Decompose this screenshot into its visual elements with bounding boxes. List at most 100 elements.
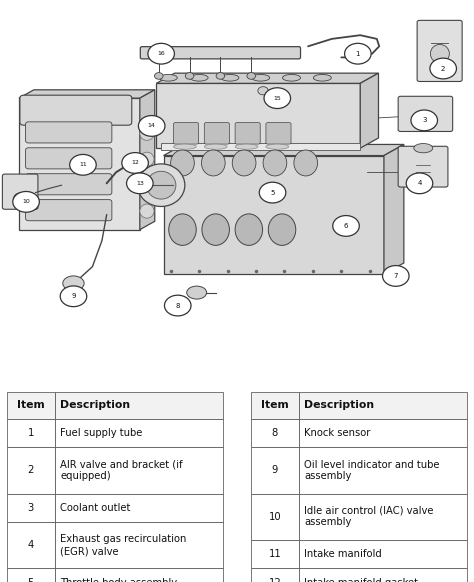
Ellipse shape [247, 73, 255, 79]
FancyBboxPatch shape [55, 447, 223, 494]
Text: Description: Description [304, 400, 374, 410]
Text: 8: 8 [175, 303, 180, 308]
Ellipse shape [202, 214, 229, 246]
Text: Item: Item [17, 400, 45, 410]
Ellipse shape [140, 152, 154, 166]
Text: 10: 10 [22, 200, 30, 204]
Text: 15: 15 [273, 95, 281, 101]
FancyBboxPatch shape [55, 392, 223, 418]
FancyBboxPatch shape [251, 447, 299, 494]
Text: 10: 10 [269, 512, 281, 521]
FancyBboxPatch shape [19, 98, 140, 230]
Text: 1: 1 [356, 51, 360, 56]
Ellipse shape [430, 44, 449, 63]
Circle shape [70, 154, 96, 175]
FancyBboxPatch shape [266, 123, 291, 144]
FancyBboxPatch shape [26, 122, 112, 143]
FancyBboxPatch shape [251, 494, 299, 540]
FancyBboxPatch shape [299, 447, 467, 494]
FancyBboxPatch shape [251, 392, 299, 418]
Ellipse shape [216, 73, 225, 79]
Circle shape [164, 295, 191, 316]
Text: Exhaust gas recirculation
(EGR) valve: Exhaust gas recirculation (EGR) valve [60, 534, 187, 556]
Text: 2: 2 [27, 466, 34, 475]
FancyBboxPatch shape [299, 540, 467, 569]
Text: 16: 16 [157, 51, 165, 56]
Circle shape [264, 88, 291, 108]
Polygon shape [19, 90, 155, 98]
Circle shape [60, 286, 87, 307]
Ellipse shape [414, 144, 433, 152]
Circle shape [122, 152, 148, 173]
Text: 2: 2 [441, 66, 446, 72]
Text: 4: 4 [417, 180, 422, 186]
FancyBboxPatch shape [7, 418, 55, 447]
Ellipse shape [204, 144, 227, 149]
Text: 3: 3 [27, 503, 34, 513]
Polygon shape [140, 90, 155, 230]
Text: 5: 5 [270, 190, 275, 196]
Circle shape [259, 182, 286, 203]
FancyBboxPatch shape [26, 148, 112, 169]
Circle shape [13, 191, 39, 212]
Text: Item: Item [261, 400, 289, 410]
FancyBboxPatch shape [26, 173, 112, 195]
Text: Coolant outlet: Coolant outlet [60, 503, 131, 513]
FancyBboxPatch shape [7, 494, 55, 522]
Circle shape [138, 116, 165, 136]
Polygon shape [384, 144, 404, 274]
FancyBboxPatch shape [235, 123, 260, 144]
Ellipse shape [137, 164, 185, 207]
FancyBboxPatch shape [251, 569, 299, 582]
Ellipse shape [235, 144, 258, 149]
Text: Intake manifold: Intake manifold [304, 549, 382, 559]
Polygon shape [360, 73, 378, 148]
FancyBboxPatch shape [2, 174, 38, 210]
Circle shape [411, 110, 438, 131]
Text: 7: 7 [393, 273, 398, 279]
Ellipse shape [171, 150, 194, 176]
Text: 6: 6 [344, 223, 348, 229]
Circle shape [127, 173, 153, 194]
Ellipse shape [140, 178, 154, 192]
Ellipse shape [201, 150, 225, 176]
Ellipse shape [63, 276, 84, 291]
Ellipse shape [416, 120, 435, 130]
FancyBboxPatch shape [7, 569, 55, 582]
Text: AIR valve and bracket (if
equipped): AIR valve and bracket (if equipped) [60, 460, 183, 481]
Text: 11: 11 [269, 549, 281, 559]
Text: 9: 9 [272, 466, 278, 475]
FancyBboxPatch shape [55, 522, 223, 569]
Circle shape [406, 173, 433, 194]
FancyBboxPatch shape [251, 540, 299, 569]
FancyBboxPatch shape [55, 569, 223, 582]
FancyBboxPatch shape [161, 143, 360, 150]
Polygon shape [164, 144, 404, 155]
Ellipse shape [146, 171, 176, 199]
FancyBboxPatch shape [398, 96, 453, 132]
Ellipse shape [187, 286, 207, 299]
FancyBboxPatch shape [55, 418, 223, 447]
Ellipse shape [159, 74, 177, 81]
Text: 3: 3 [422, 118, 427, 123]
Text: 12: 12 [269, 578, 281, 582]
Ellipse shape [266, 144, 289, 149]
FancyBboxPatch shape [299, 418, 467, 447]
FancyBboxPatch shape [299, 392, 467, 418]
Text: Description: Description [60, 400, 130, 410]
Ellipse shape [263, 150, 287, 176]
Ellipse shape [252, 74, 270, 81]
Ellipse shape [140, 126, 154, 140]
Ellipse shape [313, 74, 331, 81]
FancyBboxPatch shape [55, 494, 223, 522]
Ellipse shape [185, 73, 194, 79]
FancyBboxPatch shape [173, 123, 199, 144]
Text: Fuel supply tube: Fuel supply tube [60, 428, 143, 438]
Text: 1: 1 [27, 428, 34, 438]
FancyBboxPatch shape [164, 155, 384, 274]
Ellipse shape [235, 214, 263, 246]
Ellipse shape [140, 204, 154, 218]
Circle shape [148, 43, 174, 64]
FancyBboxPatch shape [7, 447, 55, 494]
Text: Oil level indicator and tube
assembly: Oil level indicator and tube assembly [304, 460, 440, 481]
